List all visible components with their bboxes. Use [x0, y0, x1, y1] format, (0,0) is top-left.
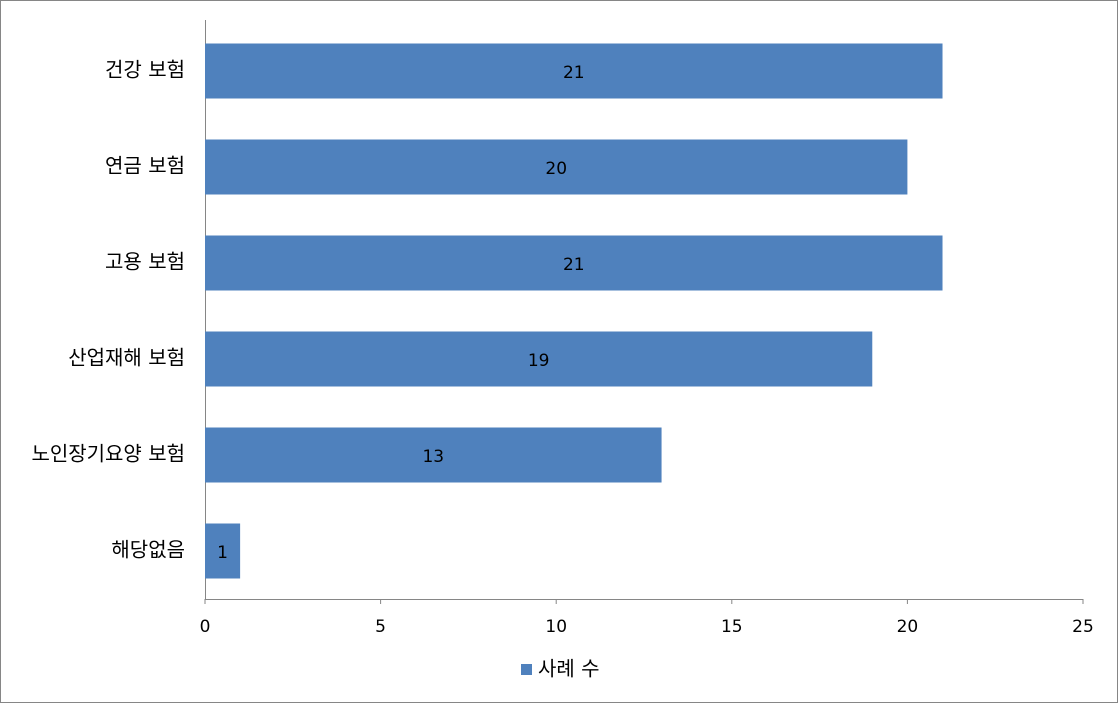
- x-tick-label: 5: [375, 617, 386, 637]
- y-tick-label: 건강 보험: [105, 58, 185, 82]
- bar: [205, 523, 241, 579]
- data-label: 13: [422, 447, 444, 467]
- x-tick-label: 0: [200, 617, 211, 637]
- bar: [205, 235, 943, 291]
- x-tick-label: 10: [545, 617, 567, 637]
- y-tick-label: 산업재해 보험: [68, 346, 185, 370]
- data-label: 21: [563, 255, 585, 275]
- legend-swatch: [521, 664, 532, 675]
- y-tick-label: 고용 보험: [105, 250, 185, 274]
- x-tick-label: 20: [897, 617, 919, 637]
- x-tick-label: 15: [721, 617, 743, 637]
- bar: [205, 139, 908, 195]
- x-tick-label: 25: [1072, 617, 1094, 637]
- y-tick-label: 해당없음: [111, 538, 185, 562]
- data-label: 20: [545, 159, 567, 179]
- legend-label: 사례 수: [538, 657, 600, 681]
- data-label: 21: [563, 63, 585, 83]
- y-tick-label: 노인장기요양 보험: [31, 442, 185, 466]
- data-label: 19: [528, 351, 550, 371]
- bar: [205, 331, 873, 387]
- y-tick-label: 연금 보험: [105, 154, 185, 178]
- bar: [205, 43, 943, 99]
- data-label: 1: [217, 543, 228, 563]
- bar: [205, 427, 662, 483]
